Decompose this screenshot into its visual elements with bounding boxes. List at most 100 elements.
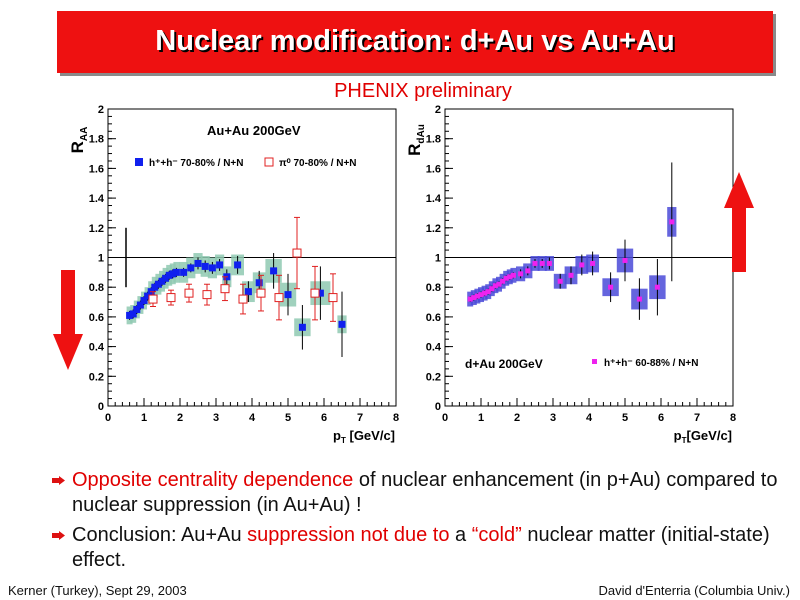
data-point (136, 301, 144, 309)
y-tick-label: 1.4 (426, 193, 442, 205)
x-tick-label: 7 (357, 412, 363, 424)
x-tick-label: 1 (141, 412, 147, 424)
data-point (166, 293, 176, 303)
data-point (525, 268, 531, 274)
y-tick-label: 1.4 (89, 193, 105, 205)
x-tick-label: 2 (514, 412, 520, 424)
data-point (546, 260, 552, 266)
down-arrow (53, 270, 83, 370)
y-tick-label: 0 (435, 401, 441, 413)
data-point (216, 261, 224, 269)
data-point (636, 296, 642, 302)
y-tick-label: 0.4 (426, 342, 442, 354)
bullet-2-segment-3: a (449, 524, 472, 546)
data-point (622, 257, 628, 263)
x-axis-label: pT[GeV/c] (674, 428, 732, 445)
chart-title: d+Au 200GeV (465, 357, 543, 371)
legend-marker (135, 158, 143, 166)
data-point (579, 262, 585, 268)
footer-venue: Kerner (Turkey), Sept 29, 2003 (8, 583, 187, 598)
y-tick-label: 1 (435, 253, 441, 265)
x-tick-label: 4 (586, 412, 593, 424)
data-point (338, 320, 346, 328)
y-axis-label: RAA (68, 127, 90, 154)
y-tick-label: 0.4 (89, 342, 105, 354)
x-tick-label: 7 (694, 412, 700, 424)
slide-subtitle: PHENIX preliminary (334, 80, 512, 102)
title-banner: Nuclear modification: d+Au vs Au+Au (57, 11, 773, 73)
data-point (172, 268, 180, 276)
data-point (471, 295, 477, 301)
x-tick-label: 4 (249, 412, 256, 424)
data-point (492, 283, 498, 289)
data-point (478, 292, 484, 298)
data-point (485, 289, 491, 295)
y-tick-label: 0.2 (89, 371, 104, 383)
data-point (144, 292, 152, 300)
data-point (292, 248, 302, 258)
data-point (557, 278, 563, 284)
data-point (496, 281, 502, 287)
data-point (316, 289, 324, 297)
data-point (467, 296, 473, 302)
up-arrow (724, 172, 754, 272)
x-tick-label: 5 (285, 412, 291, 424)
legend-marker (264, 157, 274, 167)
data-point (158, 277, 166, 285)
y-axis-label: RdAu (405, 124, 427, 156)
data-point (482, 290, 488, 296)
data-point (590, 260, 596, 266)
y-tick-label: 0 (98, 401, 104, 413)
x-tick-label: 0 (105, 412, 111, 424)
x-tick-label: 2 (177, 412, 183, 424)
y-tick-label: 0.8 (89, 282, 104, 294)
bullet-item-1: Opposite centrality dependence of nuclea… (52, 468, 782, 518)
data-point (140, 297, 148, 305)
data-point (126, 311, 134, 319)
data-point (169, 270, 177, 278)
data-point (148, 294, 158, 304)
x-tick-label: 3 (213, 412, 219, 424)
data-point (474, 293, 480, 299)
data-point (184, 288, 194, 298)
data-point (187, 264, 195, 272)
bullet-item-2: Conclusion: Au+Au suppression not due to… (52, 523, 782, 573)
chart-title: Au+Au 200GeV (207, 123, 301, 138)
data-point (154, 280, 162, 288)
y-tick-label: 1.2 (89, 223, 104, 235)
data-point (532, 260, 538, 266)
data-point (165, 271, 173, 279)
bullet-2-segment-1: Conclusion: Au+Au (72, 524, 248, 546)
data-point (201, 262, 209, 270)
data-point (151, 283, 159, 291)
red-arrow-bullet-icon (52, 476, 65, 485)
x-tick-label: 5 (622, 412, 628, 424)
y-tick-label: 0.8 (426, 282, 441, 294)
bullet-2-segment-4: “cold” (471, 524, 522, 546)
data-point (270, 267, 278, 275)
data-point (608, 284, 614, 290)
x-axis-label: pT [GeV/c] (333, 428, 395, 445)
data-point (256, 288, 266, 298)
data-point (284, 291, 292, 299)
bullet-2-segment-2: suppression not due to (247, 524, 450, 546)
data-point (654, 284, 660, 290)
data-point (518, 271, 524, 277)
legend-label: h⁺+h⁻ 70-80% / N+N (149, 158, 243, 169)
legend-label: h⁺+h⁻ 60-88% / N+N (604, 358, 698, 369)
data-point (500, 278, 506, 284)
data-point (510, 272, 516, 278)
data-point (238, 294, 248, 304)
y-tick-label: 1.8 (426, 134, 441, 146)
data-point (208, 264, 216, 272)
data-point (162, 274, 170, 282)
x-tick-label: 1 (478, 412, 484, 424)
data-point (310, 288, 320, 298)
red-arrow-bullet-icon (52, 531, 65, 540)
y-tick-label: 1.6 (89, 163, 104, 175)
y-tick-label: 0.6 (89, 312, 104, 324)
data-point (489, 286, 495, 292)
x-tick-label: 0 (442, 412, 448, 424)
legend-marker (592, 359, 597, 364)
x-tick-label: 8 (730, 412, 736, 424)
